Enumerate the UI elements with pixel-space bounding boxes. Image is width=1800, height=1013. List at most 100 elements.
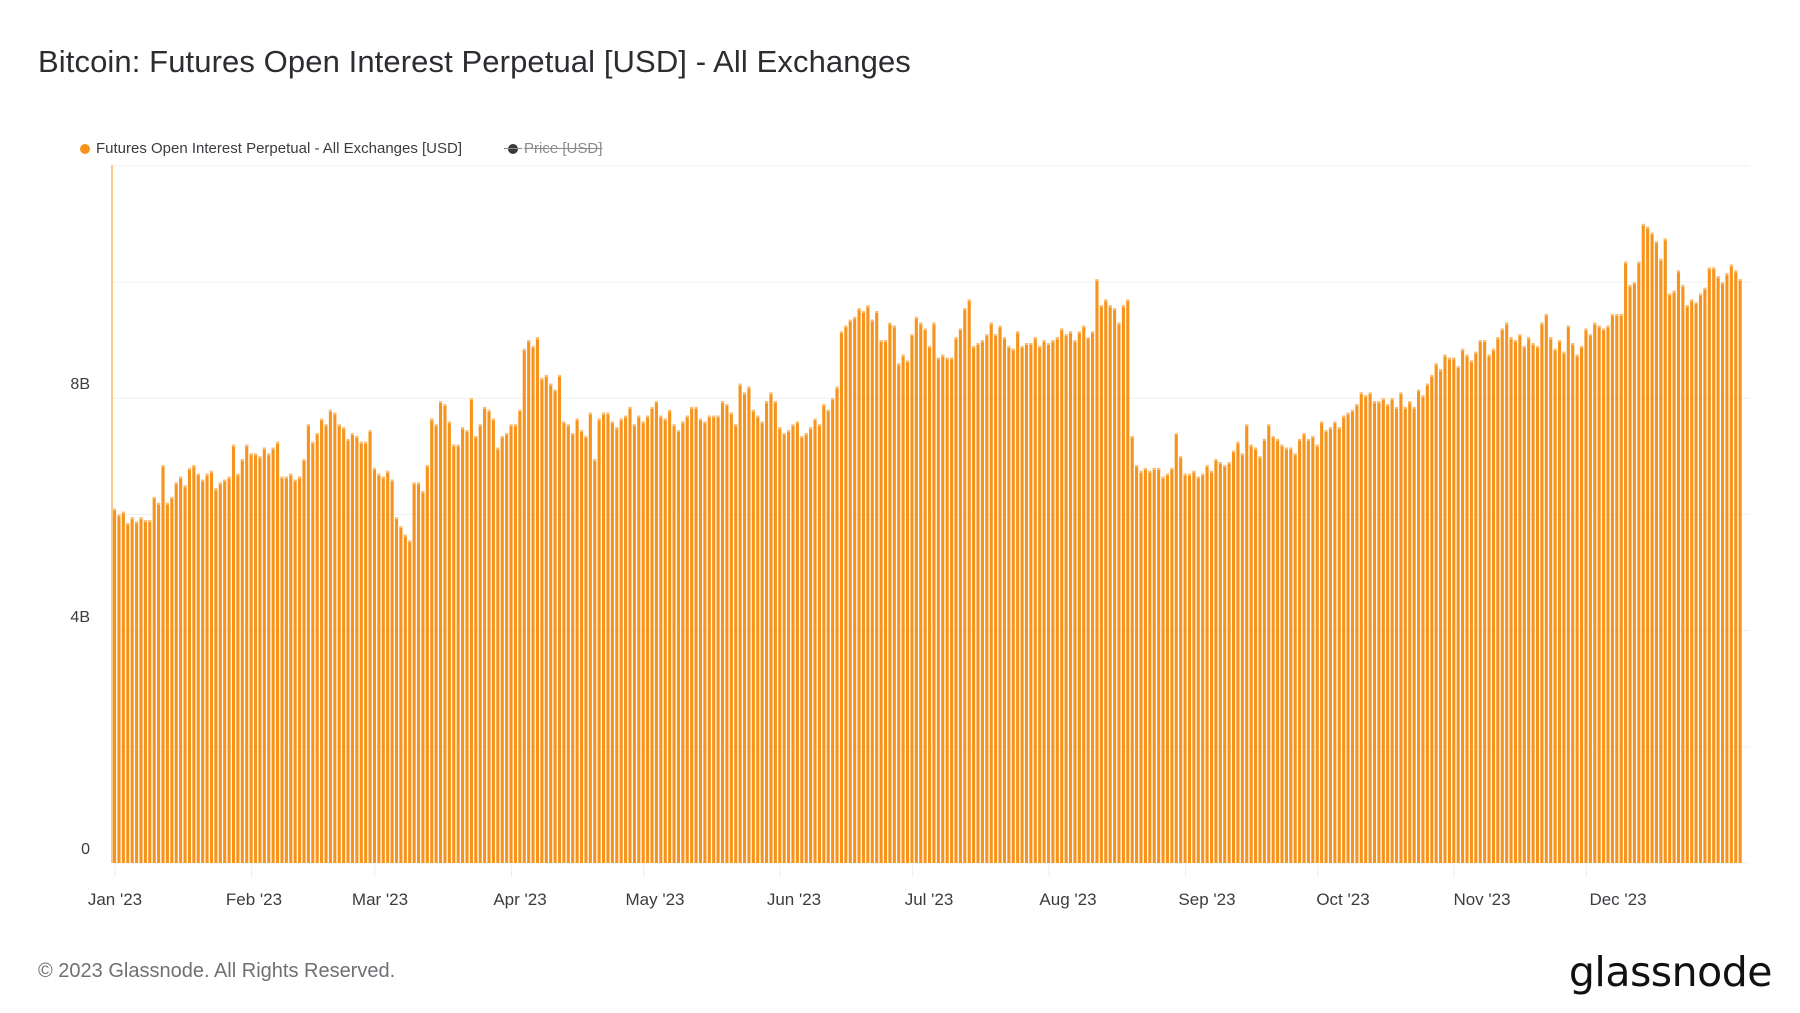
data-bar[interactable] (1685, 305, 1689, 863)
data-bar[interactable] (408, 540, 412, 863)
data-bar[interactable] (209, 470, 214, 863)
data-bar[interactable] (1408, 401, 1412, 863)
data-bar[interactable] (1276, 438, 1280, 863)
data-bar[interactable] (1113, 308, 1117, 863)
data-bar[interactable] (883, 340, 888, 864)
data-bar[interactable] (1179, 456, 1183, 863)
data-bar[interactable] (1236, 441, 1240, 863)
data-bar[interactable] (1218, 462, 1222, 863)
data-bar[interactable] (386, 470, 390, 863)
data-bar[interactable] (1447, 357, 1451, 863)
data-bar[interactable] (1324, 430, 1328, 863)
data-bar[interactable] (306, 424, 310, 863)
data-bar[interactable] (430, 418, 434, 863)
data-bar[interactable] (170, 496, 174, 863)
data-bar[interactable] (1192, 470, 1196, 863)
data-bar[interactable] (439, 401, 443, 863)
data-bar[interactable] (597, 418, 601, 863)
data-bar[interactable] (298, 476, 302, 863)
data-bar[interactable] (1531, 343, 1535, 863)
data-bar[interactable] (1060, 328, 1064, 864)
data-bar[interactable] (324, 424, 328, 863)
data-bar[interactable] (1593, 322, 1597, 863)
data-bar[interactable] (901, 354, 905, 864)
data-bar[interactable] (1465, 354, 1469, 864)
data-bar[interactable] (1029, 343, 1033, 863)
data-bar[interactable] (1355, 404, 1359, 863)
data-bar[interactable] (1262, 438, 1266, 863)
data-bar[interactable] (1161, 476, 1165, 863)
data-bar[interactable] (1509, 337, 1513, 863)
data-bar[interactable] (1461, 348, 1465, 863)
data-bar[interactable] (1412, 406, 1416, 863)
data-bar[interactable] (1187, 473, 1192, 863)
data-bar[interactable] (544, 374, 548, 863)
data-bar[interactable] (1170, 467, 1174, 863)
data-bar[interactable] (963, 308, 967, 863)
data-bar[interactable] (1002, 337, 1006, 863)
data-bar[interactable] (487, 409, 491, 863)
data-bar[interactable] (311, 441, 315, 863)
data-bar[interactable] (1306, 438, 1310, 863)
data-bar[interactable] (945, 357, 949, 863)
data-bar[interactable] (253, 453, 258, 863)
data-bar[interactable] (853, 316, 857, 863)
data-bar[interactable] (394, 517, 399, 863)
data-bar[interactable] (1615, 313, 1619, 864)
data-bar[interactable] (914, 316, 918, 863)
data-bar[interactable] (1214, 459, 1218, 863)
data-bar[interactable] (980, 340, 984, 864)
data-bar[interactable] (637, 415, 641, 863)
data-bar[interactable] (1333, 421, 1337, 863)
data-bar[interactable] (875, 311, 879, 863)
data-bar[interactable] (742, 392, 747, 863)
data-bar[interactable] (773, 401, 777, 863)
data-bar[interactable] (483, 406, 487, 863)
data-bar[interactable] (1289, 447, 1293, 863)
data-bar[interactable] (1280, 444, 1284, 863)
data-bar[interactable] (932, 322, 936, 863)
data-bar[interactable] (1386, 404, 1390, 863)
data-bar[interactable] (751, 409, 755, 863)
data-bar[interactable] (245, 444, 249, 863)
data-bar[interactable] (897, 363, 901, 863)
data-bar[interactable] (602, 412, 606, 863)
data-bar[interactable] (183, 485, 187, 863)
data-bar[interactable] (716, 415, 720, 863)
data-bar[interactable] (399, 526, 403, 863)
data-bar[interactable] (1033, 337, 1037, 863)
data-bar[interactable] (1628, 284, 1632, 863)
data-bar[interactable] (117, 514, 121, 863)
data-bar[interactable] (276, 441, 280, 863)
data-bar[interactable] (1298, 438, 1302, 863)
data-bar[interactable] (1196, 476, 1200, 863)
data-bar[interactable] (527, 340, 531, 864)
data-bar[interactable] (562, 421, 566, 863)
data-bar[interactable] (293, 479, 297, 863)
data-bar[interactable] (1091, 331, 1095, 863)
data-bar[interactable] (1452, 357, 1456, 863)
data-bar[interactable] (333, 412, 337, 863)
data-bar[interactable] (535, 337, 540, 863)
data-bar[interactable] (1474, 351, 1478, 863)
data-bar[interactable] (315, 433, 319, 863)
data-bar[interactable] (152, 496, 156, 863)
data-bar[interactable] (654, 401, 658, 863)
data-bar[interactable] (1104, 299, 1108, 863)
data-bar[interactable] (262, 447, 266, 863)
data-bar[interactable] (491, 418, 495, 863)
data-bar[interactable] (760, 421, 764, 863)
data-bar[interactable] (1007, 345, 1011, 863)
data-bar[interactable] (1183, 473, 1187, 863)
data-bar[interactable] (1522, 345, 1526, 863)
data-bar[interactable] (1443, 354, 1447, 864)
data-bar[interactable] (1068, 331, 1073, 863)
data-bar[interactable] (782, 433, 786, 863)
data-bar[interactable] (1350, 409, 1355, 863)
data-bar[interactable] (795, 421, 799, 863)
data-bar[interactable] (139, 517, 143, 863)
data-bar[interactable] (787, 430, 791, 863)
data-bar[interactable] (1650, 232, 1654, 863)
data-bar[interactable] (588, 412, 592, 863)
data-bar[interactable] (1157, 467, 1161, 863)
